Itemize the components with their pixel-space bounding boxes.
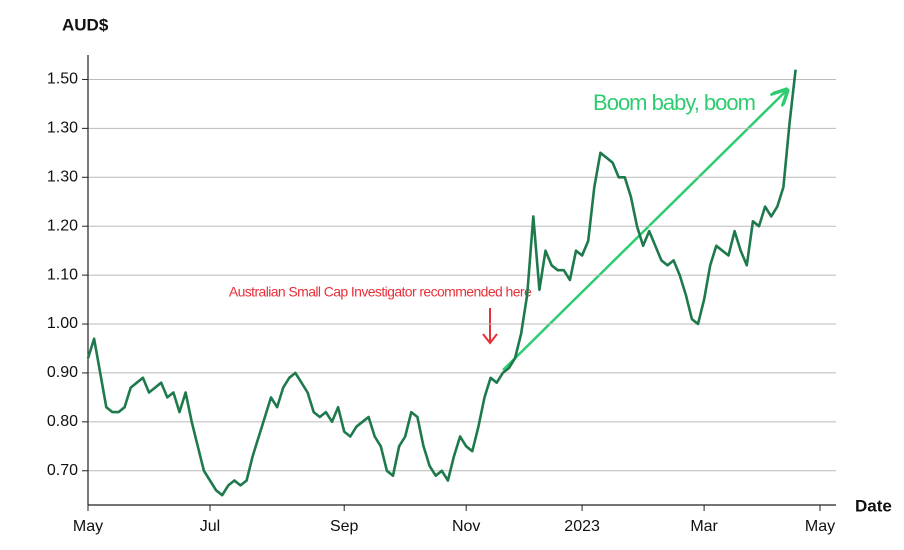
x-tick-label: Nov [452,518,480,535]
y-axis-title: AUD$ [62,15,109,34]
line [86,69,797,497]
y-tick-label: 0.70 [47,462,78,479]
x-tick-label: Sep [330,518,359,535]
y-tick-label: 0.80 [47,413,78,430]
y-tick-label: 1.30 [47,169,78,186]
annotation-arrow [502,91,786,371]
y-tick-label: 1.30 [47,120,78,137]
x-tick-label: May [805,518,835,535]
y-tick-label: 1.10 [47,266,78,283]
y-tick-label: 1.00 [47,315,78,332]
annotation-arrow [482,308,498,345]
x-tick-label: May [73,518,103,535]
x-tick-label: 2023 [564,518,600,535]
x-axis-title: Date [855,496,892,515]
annotation: Boom baby, boom [593,90,755,115]
y-tick-label: 1.50 [47,71,78,88]
x-tick-label: Mar [690,518,718,535]
x-tick-label: Jul [200,518,220,535]
y-tick-label: 1.20 [47,217,78,234]
annotation: Australian Small Cap Investigator recomm… [229,284,532,300]
y-tick-label: 0.90 [47,364,78,381]
